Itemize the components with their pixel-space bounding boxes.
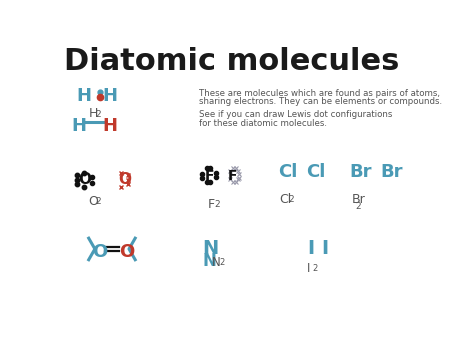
Text: 2: 2 (96, 197, 101, 206)
Text: F: F (205, 169, 214, 183)
Text: Cl: Cl (306, 164, 325, 181)
Text: sharing electrons. They can be elements or compounds.: sharing electrons. They can be elements … (199, 97, 442, 106)
Text: Br: Br (381, 164, 403, 181)
Text: H: H (103, 87, 118, 105)
Text: See if you can draw Lewis dot configurations: See if you can draw Lewis dot configurat… (199, 110, 392, 119)
Text: H: H (89, 107, 98, 120)
Text: 2: 2 (219, 258, 224, 267)
Text: H: H (103, 117, 118, 135)
Text: O: O (119, 243, 134, 261)
Text: N: N (212, 256, 221, 269)
Text: N: N (202, 252, 217, 270)
Text: Cl: Cl (278, 164, 297, 181)
Text: O: O (118, 172, 131, 187)
Text: Br: Br (349, 164, 372, 181)
Text: for these diatomic molecules.: for these diatomic molecules. (199, 119, 327, 128)
Text: I: I (307, 262, 310, 275)
Text: O: O (78, 172, 91, 187)
Text: 2: 2 (214, 201, 220, 209)
Text: O: O (89, 195, 99, 208)
Text: N: N (202, 239, 219, 258)
Text: F: F (208, 198, 215, 211)
Text: I: I (321, 239, 328, 258)
Text: O: O (92, 243, 107, 261)
Text: F: F (228, 169, 237, 183)
Text: Diatomic molecules: Diatomic molecules (64, 47, 399, 76)
Text: Cl: Cl (279, 193, 292, 206)
Text: 2: 2 (313, 264, 318, 273)
Text: 2: 2 (356, 202, 361, 211)
Text: These are molecules which are found as pairs of atoms,: These are molecules which are found as p… (199, 89, 440, 98)
Text: 2: 2 (289, 195, 294, 204)
Text: I: I (307, 239, 314, 258)
Text: 2: 2 (96, 110, 101, 119)
Text: Br: Br (352, 193, 366, 206)
Text: H: H (72, 117, 87, 135)
Text: H: H (76, 87, 91, 105)
